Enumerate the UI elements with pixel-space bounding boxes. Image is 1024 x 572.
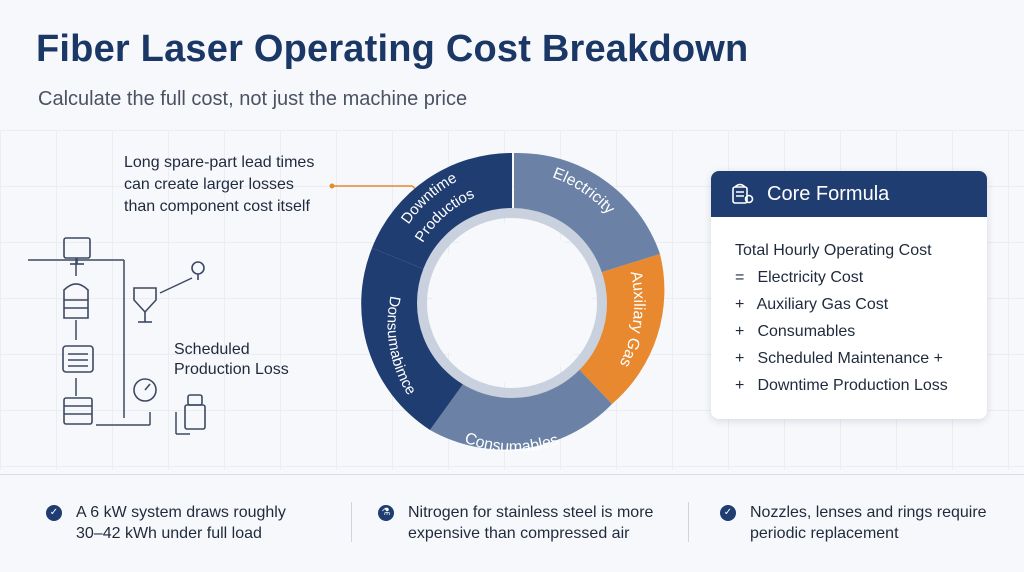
lead-time-callout: Long spare-part lead times can create la… xyxy=(124,152,354,218)
formula-operator: + xyxy=(735,323,745,340)
valve-icon xyxy=(133,287,157,323)
formula-line: + Downtime Production Loss xyxy=(735,372,987,399)
cabinet-icon xyxy=(63,397,93,425)
formula-line: + Consumables xyxy=(735,318,987,345)
ring-segment-aux-gas xyxy=(574,254,665,404)
production-loss-callout: Scheduled Production Loss xyxy=(174,340,314,380)
formula-line: = Electricity Cost xyxy=(735,264,987,291)
formula-title: Core Formula xyxy=(767,182,890,205)
page-title: Fiber Laser Operating Cost Breakdown xyxy=(36,28,749,70)
formula-icon xyxy=(729,181,755,207)
ring-segment-downtime xyxy=(372,152,512,270)
formula-text: Electricity Cost xyxy=(757,269,864,286)
gauge-icon xyxy=(133,378,157,402)
ring-segment-donsumabimce xyxy=(361,248,466,430)
footer-fact-consumables: ✓ Nozzles, lenses and rings require peri… xyxy=(720,502,987,544)
footer-separator xyxy=(351,502,352,542)
formula-card: Core Formula Total Hourly Operating Cost… xyxy=(711,171,987,419)
formula-line: + Scheduled Maintenance + xyxy=(735,345,987,372)
check-icon: ✓ xyxy=(46,505,62,521)
formula-text: Downtime Production Loss xyxy=(757,377,948,394)
formula-text: Consumables xyxy=(757,323,856,340)
callout-line: than component cost itself xyxy=(124,198,310,215)
gas-icon: ⚗ xyxy=(378,505,394,521)
footer-text: Nozzles, lenses and rings require xyxy=(750,504,987,521)
nozzle-icon xyxy=(184,394,206,430)
formula-operator: + xyxy=(735,296,745,313)
formula-line: Total Hourly Operating Cost xyxy=(735,237,987,264)
formula-text: Auxiliary Gas Cost xyxy=(756,296,889,313)
page-subtitle: Calculate the full cost, not just the ma… xyxy=(38,88,468,110)
cost-ring xyxy=(361,152,665,450)
footer-text: 30–42 kWh under full load xyxy=(76,525,262,542)
check-icon: ✓ xyxy=(720,505,736,521)
monitor-icon xyxy=(63,237,91,265)
callout-line: Production Loss xyxy=(174,361,289,378)
lightbulb-icon xyxy=(191,261,205,280)
footer-fact-nitrogen: ⚗ Nitrogen for stainless steel is more e… xyxy=(378,502,653,544)
equipment-diagram xyxy=(28,258,193,435)
footer-text: periodic replacement xyxy=(750,525,899,542)
footer-fact-power: ✓ A 6 kW system draws roughly 30–42 kWh … xyxy=(46,502,286,544)
footer-divider xyxy=(0,474,1024,475)
chiller-icon xyxy=(62,345,94,373)
formula-operator: + xyxy=(735,350,745,367)
formula-operator: = xyxy=(735,269,745,286)
footer-text: A 6 kW system draws roughly xyxy=(76,504,286,521)
callout-line: can create larger losses xyxy=(124,176,294,193)
tank-icon xyxy=(63,283,89,319)
footer-separator xyxy=(688,502,689,542)
formula-body: Total Hourly Operating Cost = Electricit… xyxy=(711,217,987,399)
formula-header: Core Formula xyxy=(711,171,987,217)
callout-line: Long spare-part lead times xyxy=(124,154,315,171)
formula-operator: + xyxy=(735,377,745,394)
formula-text: Total Hourly Operating Cost xyxy=(735,242,932,259)
ring-segment-electricity xyxy=(514,152,660,274)
callout-line: Scheduled xyxy=(174,341,250,358)
formula-text: Scheduled Maintenance + xyxy=(757,350,943,367)
footer-text: Nitrogen for stainless steel is more xyxy=(408,504,654,521)
formula-line: + Auxiliary Gas Cost xyxy=(735,291,987,318)
footer-text: expensive than compressed air xyxy=(408,525,630,542)
